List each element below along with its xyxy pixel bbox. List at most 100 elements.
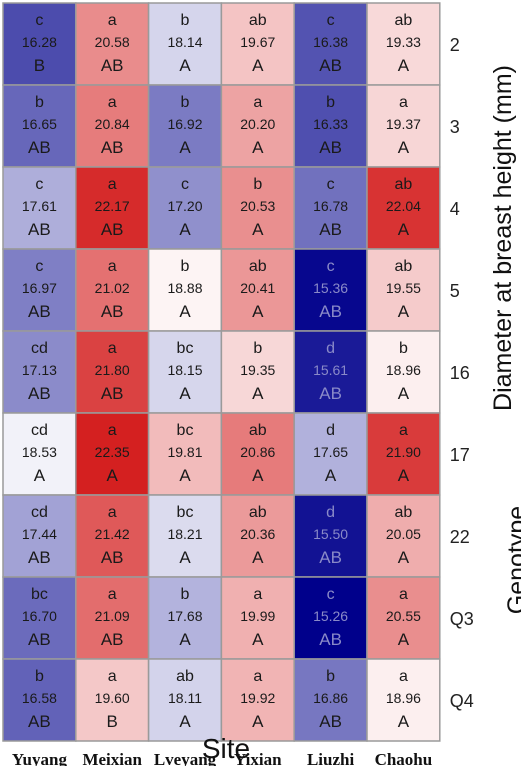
cell-value-label: 22.04 bbox=[386, 198, 421, 214]
x-axis-title: Site bbox=[202, 733, 250, 764]
cell-genotype-letter: AB bbox=[101, 384, 124, 403]
heatmap-cell bbox=[75, 2, 150, 86]
cell-genotype-letter: AB bbox=[319, 548, 342, 567]
cell-site-letter: a bbox=[399, 422, 408, 439]
cell-value-label: 18.15 bbox=[167, 362, 202, 378]
genotype-tick-label: 22 bbox=[450, 527, 470, 547]
cell-value-label: 17.44 bbox=[22, 526, 57, 542]
cell-value-label: 18.11 bbox=[168, 690, 202, 706]
cell-genotype-letter: AB bbox=[101, 548, 124, 567]
cell-genotype-letter: A bbox=[398, 548, 410, 567]
heatmap-cell bbox=[2, 494, 77, 578]
cell-genotype-letter: A bbox=[398, 138, 410, 157]
heatmap-cell bbox=[220, 166, 295, 250]
cell-value-label: 18.88 bbox=[167, 280, 202, 296]
cell-site-letter: ab bbox=[249, 422, 267, 439]
cell-value-label: 16.65 bbox=[22, 116, 57, 132]
site-tick-label: Lveyang bbox=[154, 750, 217, 766]
cell-site-letter: b bbox=[326, 94, 335, 111]
cell-genotype-letter: A bbox=[398, 56, 410, 75]
cell-value-label: 21.09 bbox=[95, 608, 130, 624]
cell-genotype-letter: A bbox=[252, 466, 264, 485]
cell-genotype-letter: A bbox=[179, 466, 191, 485]
cell-site-letter: c bbox=[35, 176, 43, 193]
cell-value-label: 15.36 bbox=[313, 280, 348, 296]
cell-site-letter: cd bbox=[31, 422, 48, 439]
cell-genotype-letter: AB bbox=[319, 712, 342, 731]
cell-genotype-letter: A bbox=[398, 384, 410, 403]
cell-genotype-letter: AB bbox=[101, 138, 124, 157]
cell-site-letter: c bbox=[327, 258, 335, 275]
cell-site-letter: b bbox=[35, 668, 44, 685]
cell-genotype-letter: B bbox=[107, 712, 118, 731]
cell-genotype-letter: AB bbox=[319, 138, 342, 157]
cell-genotype-letter: B bbox=[34, 56, 45, 75]
cell-site-letter: c bbox=[181, 176, 189, 193]
cell-value-label: 21.90 bbox=[386, 444, 421, 460]
cell-site-letter: b bbox=[181, 586, 190, 603]
cell-value-label: 20.41 bbox=[240, 280, 275, 296]
cell-value-label: 20.53 bbox=[240, 198, 275, 214]
cell-genotype-letter: A bbox=[252, 548, 264, 567]
cell-site-letter: d bbox=[326, 504, 335, 521]
heatmap-cell bbox=[366, 166, 441, 250]
cell-site-letter: c bbox=[327, 176, 335, 193]
cell-site-letter: a bbox=[108, 258, 117, 275]
cell-genotype-letter: AB bbox=[319, 220, 342, 239]
heatmap-cell bbox=[75, 166, 150, 250]
cell-genotype-letter: AB bbox=[101, 220, 124, 239]
cell-genotype-letter: A bbox=[179, 56, 191, 75]
heatmap-cell bbox=[220, 248, 295, 332]
cell-value-label: 21.02 bbox=[95, 280, 130, 296]
cell-value-label: 18.96 bbox=[386, 362, 421, 378]
genotype-tick-label: Q3 bbox=[450, 609, 474, 629]
cell-site-letter: bc bbox=[31, 586, 48, 603]
cell-site-letter: b bbox=[181, 94, 190, 111]
heatmap-cell bbox=[2, 658, 77, 742]
cell-site-letter: b bbox=[326, 668, 335, 685]
cell-site-letter: b bbox=[399, 340, 408, 357]
cell-genotype-letter: AB bbox=[28, 712, 51, 731]
heatmap-cell bbox=[2, 248, 77, 332]
cell-site-letter: d bbox=[326, 340, 335, 357]
cell-genotype-letter: A bbox=[252, 56, 264, 75]
genotype-tick-label: 5 bbox=[450, 281, 460, 301]
cell-value-label: 16.86 bbox=[313, 690, 348, 706]
heatmap-cell bbox=[2, 330, 77, 414]
heatmap-cell bbox=[75, 248, 150, 332]
genotype-tick-label: 2 bbox=[450, 35, 460, 55]
heatmap-cell bbox=[366, 494, 441, 578]
heatmap-cell bbox=[293, 658, 368, 742]
heatmap-cell bbox=[220, 330, 295, 414]
cell-site-letter: b bbox=[253, 340, 262, 357]
cell-site-letter: ab bbox=[249, 12, 267, 29]
heatmap-cell bbox=[220, 84, 295, 168]
cell-genotype-letter: A bbox=[398, 630, 410, 649]
cell-site-letter: a bbox=[108, 94, 117, 111]
heatmap-cell bbox=[147, 330, 223, 414]
cell-site-letter: b bbox=[35, 94, 44, 111]
cell-value-label: 17.20 bbox=[167, 198, 202, 214]
cell-site-letter: ab bbox=[395, 12, 413, 29]
genotype-tick-label: 3 bbox=[450, 117, 460, 137]
cell-genotype-letter: A bbox=[179, 220, 191, 239]
cell-value-label: 20.86 bbox=[240, 444, 275, 460]
cell-genotype-letter: A bbox=[179, 138, 191, 157]
cell-site-letter: bc bbox=[177, 504, 194, 521]
cell-genotype-letter: AB bbox=[101, 56, 124, 75]
cell-genotype-letter: A bbox=[252, 302, 264, 321]
heatmap-cell bbox=[293, 166, 368, 250]
cell-value-label: 17.13 bbox=[22, 362, 57, 378]
cell-value-label: 16.38 bbox=[313, 34, 348, 50]
heatmap-cell bbox=[366, 2, 441, 86]
heatmap-cell bbox=[2, 412, 77, 496]
y-axis-title: Diameter at breast height (mm) bbox=[489, 65, 517, 411]
cell-value-label: 20.55 bbox=[386, 608, 421, 624]
cell-value-label: 16.33 bbox=[313, 116, 348, 132]
cell-value-label: 19.33 bbox=[386, 34, 421, 50]
cell-genotype-letter: AB bbox=[28, 302, 51, 321]
cell-site-letter: c bbox=[327, 586, 335, 603]
cell-genotype-letter: A bbox=[252, 138, 264, 157]
cell-genotype-letter: A bbox=[252, 384, 264, 403]
cell-genotype-letter: A bbox=[325, 466, 337, 485]
